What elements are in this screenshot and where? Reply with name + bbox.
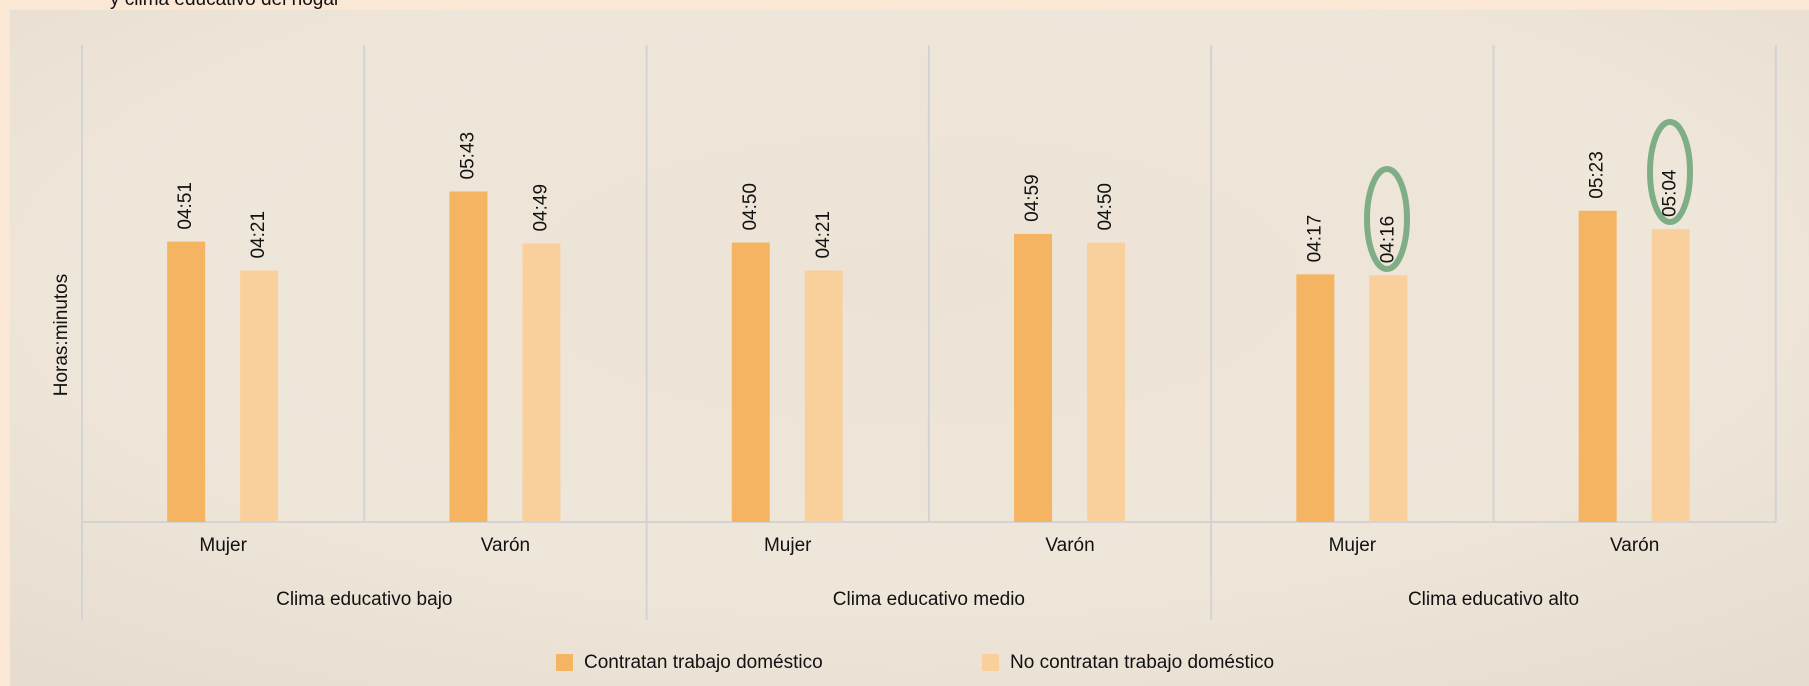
bar: [1087, 242, 1126, 522]
data-label: 04:21: [248, 211, 269, 259]
bar: [804, 270, 843, 522]
legend-label: Contratan trabajo doméstico: [584, 652, 823, 673]
data-label: 04:17: [1304, 215, 1325, 263]
bar: [1651, 229, 1690, 522]
data-label: 04:50: [740, 183, 761, 231]
group-label: Clima educativo bajo: [276, 589, 452, 610]
bar: [240, 270, 279, 522]
bar: [449, 191, 488, 523]
group-label: Clima educativo medio: [833, 589, 1025, 610]
x-tick-label: Varón: [1045, 535, 1094, 556]
bar: [167, 241, 206, 522]
bar: [1014, 233, 1053, 522]
bar: [1296, 274, 1335, 522]
data-label: 04:21: [813, 211, 834, 259]
data-label: 04:50: [1095, 183, 1116, 231]
bar: [522, 243, 561, 522]
data-label: 04:16: [1377, 216, 1398, 264]
legend-label: No contratan trabajo doméstico: [1010, 652, 1274, 673]
y-axis-label: Horas:minutos: [51, 274, 72, 397]
x-tick-label: Mujer: [764, 535, 812, 556]
data-label: 05:23: [1587, 151, 1608, 199]
x-tick-label: Mujer: [199, 535, 247, 556]
highlight: [1647, 119, 1693, 225]
group-label: Clima educativo alto: [1408, 589, 1579, 610]
x-tick-label: Mujer: [1329, 535, 1377, 556]
data-label: 05:43: [457, 132, 478, 180]
chart-title: y clima educativo del hogar: [110, 0, 341, 10]
bar: [1578, 210, 1617, 522]
data-label: 04:59: [1022, 174, 1043, 222]
bar: [731, 242, 770, 522]
data-label: 04:51: [175, 182, 196, 230]
data-label: 04:49: [530, 184, 551, 232]
x-tick-label: Varón: [1610, 535, 1659, 556]
data-label: 05:04: [1660, 169, 1681, 217]
x-tick-label: Varón: [481, 535, 530, 556]
bar: [1369, 275, 1408, 522]
legend-swatch: [982, 654, 999, 671]
background: [10, 10, 1809, 686]
legend-swatch: [556, 654, 573, 671]
highlight: [1364, 166, 1410, 272]
